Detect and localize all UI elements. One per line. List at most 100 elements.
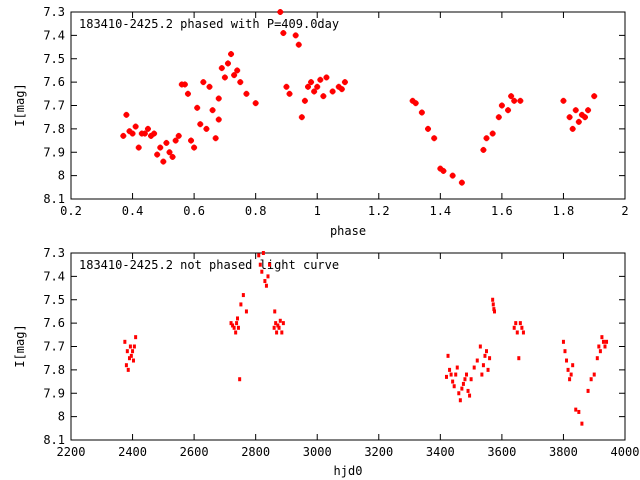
data-point [454,372,458,377]
data-point [280,30,287,37]
data-point [440,167,447,174]
data-point [323,74,330,81]
data-point [461,381,465,386]
data-point [580,421,584,426]
data-point [489,130,496,137]
data-point [277,9,284,15]
data-point [141,130,148,137]
data-point [231,323,235,328]
data-point [243,90,250,97]
data-point [568,377,572,382]
y-axis-label: I[mag] [13,324,27,367]
x-tick-label: 1.2 [368,204,390,218]
data-point [577,409,581,414]
x-tick-label: 1 [314,204,321,218]
data-point [215,116,222,123]
data-point [521,330,525,335]
data-point [515,330,519,335]
data-point [123,339,127,344]
data-point [151,130,158,137]
y-tick-label: 7.6 [43,75,65,89]
data-point [239,302,243,307]
data-point [491,297,495,302]
data-point [135,144,142,151]
data-point [452,384,456,389]
x-tick-label: 2600 [180,445,209,459]
data-point [244,309,248,314]
y-axis-ticks: 7.3 7.4 7.5 7.6 7.7 7.8 7.9 8 8.1 [43,246,625,447]
data-point [460,386,464,391]
data-point [231,72,238,79]
data-point [169,153,176,160]
data-point [273,309,277,314]
data-point [412,100,419,107]
data-point [518,321,522,326]
data-point [592,372,596,377]
x-tick-label: 3800 [549,445,578,459]
data-point [483,135,490,142]
data-point [603,344,607,349]
data-point [469,377,473,382]
y-tick-label: 7.4 [43,28,65,42]
data-point [154,151,161,158]
data-point [451,379,455,384]
data-point [188,137,195,144]
y-tick-label: 7.9 [43,145,65,159]
x-axis-ticks: 2200 2400 2600 2800 3000 3200 3400 3600 3800 4000 [57,253,639,459]
data-point [575,118,582,125]
data-point [586,388,590,393]
data-point [232,325,236,330]
data-point [126,367,130,372]
data-point [600,335,604,340]
data-point [595,356,599,361]
x-tick-label: 0.2 [60,204,82,218]
data-point [120,132,127,139]
data-point [458,398,462,403]
data-point [514,321,518,326]
plot-frame [70,252,626,441]
data-point [276,323,280,328]
unphased-light-curve-panel: 183410-2425.2 not phased light curve hjd… [13,246,639,478]
data-point [512,325,516,330]
x-tick-label: 1.8 [553,204,575,218]
data-point [480,372,484,377]
data-point [605,339,609,344]
data-point [160,158,167,165]
x-tick-label: 2 [621,204,628,218]
data-point [241,293,245,298]
y-tick-label: 7.5 [43,293,65,307]
data-point [486,367,490,372]
data-point [601,339,605,344]
x-tick-label: 3000 [303,445,332,459]
y-tick-label: 8 [58,169,65,183]
data-point [281,321,285,326]
data-point [229,321,233,326]
data-point [261,251,265,255]
data-point [260,269,264,274]
data-point [283,83,290,90]
data-point [277,325,281,330]
data-point [569,372,573,377]
data-point [520,325,524,330]
y-tick-label: 8 [58,410,65,424]
x-tick-label: 3200 [364,445,393,459]
y-axis-label: I[mag] [13,83,27,126]
x-tick-label: 2200 [57,445,86,459]
y-tick-label: 7.9 [43,386,65,400]
data-point [478,344,482,349]
data-point [132,123,139,130]
data-point [466,388,470,393]
data-point [581,114,588,121]
data-point [566,114,573,121]
data-point [455,365,459,370]
data-point [275,330,279,335]
data-point [280,330,284,335]
data-point [184,90,191,97]
data-point [311,88,318,95]
data-point [124,363,128,368]
x-tick-label: 1.6 [491,204,513,218]
data-point [172,137,179,144]
data-point [317,76,324,83]
data-point [298,114,305,121]
